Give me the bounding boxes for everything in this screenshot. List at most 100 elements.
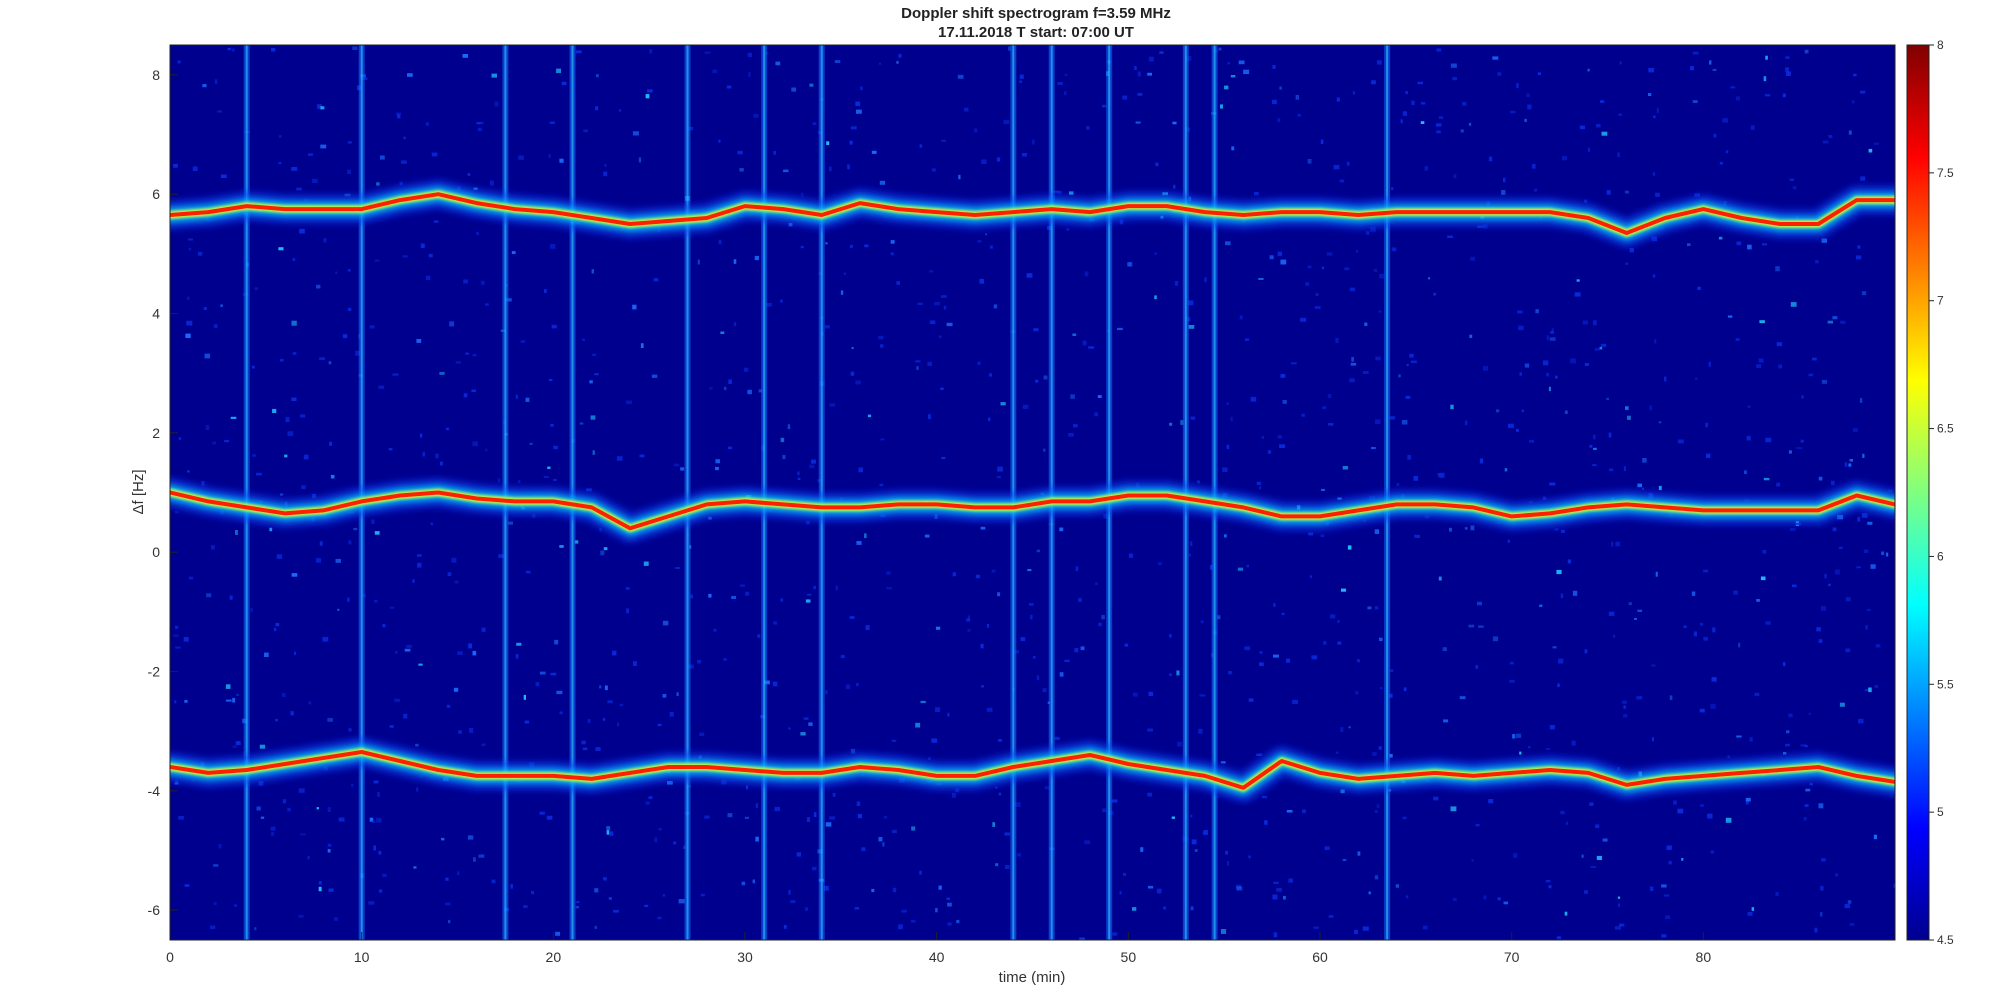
noise-speckle	[1375, 356, 1381, 361]
noise-speckle	[1218, 47, 1222, 51]
noise-speckle	[232, 697, 236, 703]
noise-speckle	[525, 570, 531, 574]
noise-speckle	[1596, 855, 1602, 860]
noise-speckle	[476, 232, 479, 236]
noise-speckle	[1190, 416, 1196, 420]
noise-speckle	[995, 863, 999, 867]
noise-speckle	[417, 554, 422, 557]
noise-speckle	[1821, 858, 1826, 862]
noise-speckle	[1163, 906, 1167, 910]
noise-speckle	[731, 596, 737, 599]
noise-speckle	[1587, 68, 1590, 72]
noise-speckle	[1406, 363, 1409, 367]
noise-speckle	[347, 141, 352, 144]
noise-speckle	[940, 295, 947, 298]
noise-speckle	[1816, 627, 1821, 632]
noise-speckle	[657, 916, 662, 920]
noise-speckle	[292, 258, 296, 261]
noise-speckle	[446, 704, 451, 708]
noise-speckle	[1469, 334, 1473, 338]
noise-speckle	[550, 423, 554, 427]
noise-speckle	[1470, 256, 1476, 261]
noise-speckle	[554, 639, 559, 645]
noise-speckle	[217, 110, 222, 113]
noise-speckle	[1389, 754, 1393, 758]
noise-speckle	[1557, 683, 1560, 688]
noise-speckle	[1725, 817, 1732, 823]
noise-speckle	[548, 378, 553, 382]
noise-speckle	[1379, 274, 1385, 279]
noise-speckle	[1250, 396, 1257, 402]
noise-speckle	[1584, 199, 1588, 203]
noise-speckle	[796, 852, 801, 857]
noise-speckle	[415, 743, 419, 747]
noise-speckle	[1711, 677, 1717, 682]
noise-speckle	[1661, 884, 1667, 888]
noise-speckle	[1124, 643, 1129, 647]
noise-speckle	[312, 493, 316, 499]
colorbar-tick-label: 5	[1937, 805, 1944, 819]
noise-speckle	[1225, 850, 1229, 855]
noise-speckle	[225, 699, 232, 702]
noise-speckle	[990, 245, 993, 249]
noise-speckle	[1064, 659, 1070, 662]
noise-speckle	[1608, 611, 1615, 616]
noise-speckle	[662, 694, 667, 698]
noise-speckle	[291, 397, 297, 401]
noise-speckle	[546, 815, 553, 820]
noise-speckle	[797, 471, 800, 476]
noise-speckle	[352, 46, 358, 50]
noise-speckle	[404, 648, 411, 652]
noise-speckle	[485, 448, 488, 452]
noise-speckle	[787, 424, 791, 430]
noise-speckle	[1054, 736, 1060, 741]
noise-speckle	[175, 511, 179, 514]
noise-speckle	[1290, 362, 1297, 365]
noise-speckle	[291, 573, 298, 577]
noise-speckle	[625, 400, 632, 405]
noise-speckle	[1627, 415, 1631, 420]
noise-speckle	[1405, 91, 1408, 95]
noise-speckle	[931, 168, 936, 172]
noise-speckle	[1064, 73, 1068, 76]
noise-speckle	[1226, 444, 1230, 449]
noise-speckle	[1398, 374, 1401, 378]
noise-speckle	[1805, 788, 1811, 792]
noise-speckle	[989, 373, 992, 377]
colorbar-tick-label: 6	[1937, 549, 1944, 563]
noise-speckle	[1452, 77, 1457, 81]
noise-speckle	[430, 522, 433, 525]
noise-speckle	[811, 459, 816, 464]
noise-speckle	[1785, 56, 1790, 59]
noise-speckle	[1601, 131, 1608, 136]
noise-speckle	[372, 820, 376, 823]
noise-speckle	[748, 72, 751, 77]
noise-speckle	[1389, 669, 1394, 672]
noise-speckle	[1102, 808, 1107, 813]
noise-speckle	[1778, 364, 1782, 369]
noise-speckle	[604, 163, 607, 167]
noise-speckle	[1402, 111, 1407, 116]
noise-speckle	[871, 150, 877, 154]
y-tick-label: 6	[152, 186, 160, 202]
noise-speckle	[1783, 752, 1787, 755]
noise-speckle	[927, 361, 932, 366]
noise-speckle	[1220, 104, 1223, 109]
noise-speckle	[1703, 569, 1709, 573]
noise-speckle	[1471, 859, 1474, 862]
noise-speckle	[915, 722, 921, 728]
noise-speckle	[555, 931, 560, 936]
noise-speckle	[1379, 687, 1383, 690]
noise-speckle	[1762, 550, 1767, 554]
noise-speckle	[1554, 528, 1559, 531]
noise-speckle	[1763, 76, 1767, 82]
noise-speckle	[281, 693, 286, 697]
noise-speckle	[1468, 624, 1475, 628]
noise-speckle	[1783, 662, 1786, 667]
noise-speckle	[1356, 250, 1359, 253]
noise-speckle	[1261, 796, 1268, 799]
noise-speckle	[878, 335, 884, 340]
noise-speckle	[1725, 150, 1729, 154]
noise-speckle	[1524, 118, 1527, 122]
noise-speckle	[1305, 282, 1310, 286]
